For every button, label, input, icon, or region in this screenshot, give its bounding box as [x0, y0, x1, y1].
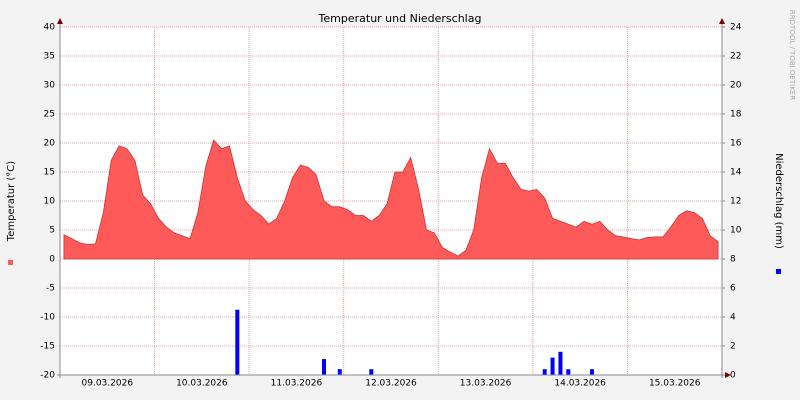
- y-tick-label: -20: [40, 371, 55, 381]
- y2-tick-label: 2: [730, 342, 736, 352]
- chart-title: Temperatur und Niederschlag: [318, 12, 482, 25]
- y2-tick-label: 4: [730, 313, 736, 323]
- bar: [337, 369, 342, 375]
- y2-tick-label: 24: [730, 23, 742, 33]
- y2-tick-label: 20: [730, 81, 742, 91]
- bar: [322, 359, 327, 375]
- bar: [235, 309, 240, 375]
- y2-tick-label: 6: [730, 284, 736, 294]
- x-tick-label: 13.03.2026: [460, 379, 512, 389]
- y2-tick-label: 16: [730, 139, 742, 149]
- y2-tick-label: 18: [730, 110, 742, 120]
- y-tick-label: 35: [44, 52, 55, 62]
- x-tick-label: 14.03.2026: [554, 379, 606, 389]
- watermark: RRDTOOL / TOBI OETIKER: [788, 10, 796, 100]
- y2-tick-label: 10: [730, 226, 742, 236]
- temperature-area: [63, 139, 719, 260]
- y-tick-label: -5: [46, 284, 55, 294]
- y-tick-label: 10: [44, 197, 56, 207]
- y-tick-label: 20: [44, 139, 56, 149]
- x-tick-label: 12.03.2026: [365, 379, 417, 389]
- x-tick-label: 11.03.2026: [271, 379, 323, 389]
- y2-tick-label: 14: [730, 168, 742, 178]
- y-tick-label: -10: [40, 313, 55, 323]
- x-tick-label: 09.03.2026: [82, 379, 134, 389]
- y-tick-label: 5: [49, 226, 55, 236]
- axis-arrow: [719, 18, 725, 24]
- bar: [542, 369, 547, 375]
- bar: [566, 369, 571, 375]
- y2-tick-label: 12: [730, 197, 741, 207]
- bar: [589, 369, 594, 375]
- y2-axis-label: Niederschlag (mm): [773, 153, 784, 249]
- axis-arrow: [57, 18, 63, 24]
- y-axis-label: Temperatur (°C): [6, 161, 17, 242]
- x-tick-label: 15.03.2026: [649, 379, 701, 389]
- y2-tick-label: 22: [730, 52, 741, 62]
- y2-tick-label: 8: [730, 255, 736, 265]
- bar: [558, 351, 563, 375]
- y-tick-label: 25: [44, 110, 55, 120]
- legend-swatch: [8, 260, 13, 265]
- y-tick-label: 30: [44, 81, 56, 91]
- plot-layer: -20-15-10-505101520253035400246810121416…: [8, 18, 781, 389]
- y2-tick-label: 0: [730, 371, 736, 381]
- y-tick-label: 15: [44, 168, 55, 178]
- y-tick-label: 40: [44, 23, 56, 33]
- axis-arrow: [725, 372, 731, 378]
- bar: [550, 357, 555, 375]
- y-tick-label: 0: [49, 255, 55, 265]
- legend-swatch: [776, 269, 781, 274]
- y-tick-label: -15: [40, 342, 55, 352]
- bar: [369, 369, 374, 375]
- x-tick-label: 10.03.2026: [176, 379, 228, 389]
